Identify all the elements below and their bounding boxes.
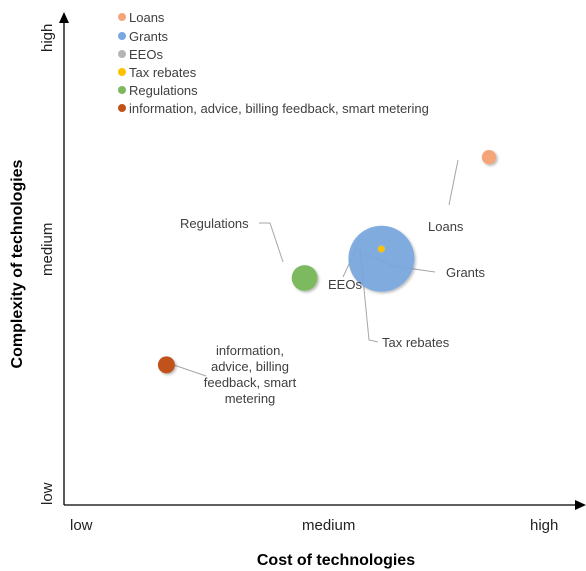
- y-axis-title: Complexity of technologies: [9, 159, 26, 368]
- legend-marker-information: [118, 104, 126, 112]
- legend-label-grants: Grants: [129, 29, 169, 44]
- legend-label-tax-rebates: Tax rebates: [129, 65, 197, 80]
- data-label-grants: Grants: [446, 265, 486, 280]
- legend-label-regulations: Regulations: [129, 83, 198, 98]
- legend: Loans Grants EEOs Tax rebates Regulation…: [118, 10, 429, 116]
- x-tick-medium: medium: [302, 517, 355, 534]
- data-label-information: information, advice, billing feedback, sma…: [204, 343, 297, 406]
- x-axis-arrow: [575, 500, 586, 510]
- data-label-tax-rebates: Tax rebates: [382, 335, 450, 350]
- data-label-eeos: EEOs: [328, 277, 362, 292]
- legend-marker-eeos: [118, 50, 126, 58]
- bubble-regulations: [291, 265, 318, 291]
- legend-marker-grants: [118, 32, 126, 40]
- x-tick-high: high: [530, 517, 558, 534]
- bubble-tax-rebates: [378, 245, 385, 253]
- leader-line-regulations: [259, 222, 284, 263]
- x-axis-title: Cost of technologies: [257, 552, 415, 569]
- data-label-regulations: Regulations: [180, 216, 249, 231]
- y-axis-arrow: [59, 12, 69, 23]
- bubble-information: [157, 356, 175, 374]
- legend-label-loans: Loans: [129, 10, 165, 25]
- data-label-loans: Loans: [428, 219, 464, 234]
- y-tick-high: high: [39, 24, 56, 52]
- x-tick-low: low: [70, 517, 93, 534]
- bubble-grants: [348, 225, 415, 292]
- legend-label-eeos: EEOs: [129, 47, 163, 62]
- legend-marker-loans: [118, 13, 126, 21]
- data-labels: Loans Grants EEOs Tax rebates Regulation…: [180, 216, 486, 406]
- bubble-loans: [481, 150, 497, 165]
- y-tick-labels: low medium high: [39, 24, 56, 505]
- axes: [59, 12, 586, 510]
- leader-line-information: [170, 363, 207, 377]
- legend-label-information: information, advice, billing feedback, s…: [129, 101, 429, 116]
- legend-marker-tax-rebates: [118, 68, 126, 76]
- y-tick-medium: medium: [39, 223, 56, 276]
- legend-marker-regulations: [118, 86, 126, 94]
- leader-line-loans: [448, 159, 459, 206]
- bubbles: [157, 150, 497, 374]
- y-tick-low: low: [39, 482, 56, 505]
- x-tick-labels: low medium high: [70, 517, 558, 534]
